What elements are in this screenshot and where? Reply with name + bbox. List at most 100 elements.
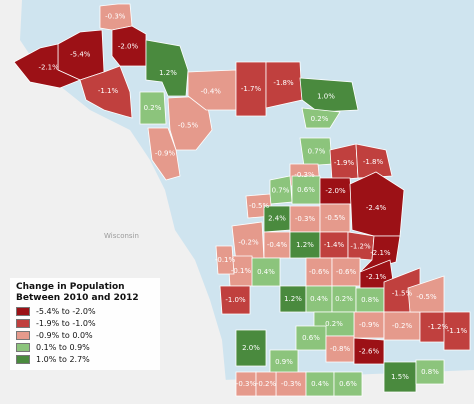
region-value-label: -2.1% [38,64,59,72]
region-value-label: 0.8% [421,368,439,376]
region-value-label: -0.1% [231,267,252,275]
region-value-label: -2.0% [325,187,346,195]
region-value-label: -1.0% [225,296,246,304]
region-value-label: -0.3% [281,380,302,388]
region-value-label: -0.6% [336,268,357,276]
region-value-label: -1.2% [350,243,371,251]
region-value-label: 0.6% [339,380,357,388]
region-value-label: -0.2% [238,239,259,247]
region-value-label: -0.3% [105,12,126,20]
region-value-label: -0.5% [249,202,270,210]
legend-swatch [16,355,30,364]
region-value-label: -1.9% [334,159,355,167]
region-value-label: 1.2% [296,241,314,249]
region-value-label: -2.6% [359,348,380,356]
region-l46 [255,371,277,397]
region-value-label: 1.5% [391,373,409,381]
region-value-label: -0.3% [294,171,315,179]
region-value-label: -2.0% [118,42,139,50]
county-regions [13,3,471,397]
region-value-label: -1.7% [241,85,262,93]
region-value-label: -0.9% [155,150,176,158]
region-u5 [79,65,133,119]
region-value-label: 0.4% [257,268,275,276]
region-value-label: 1.2% [284,295,302,303]
legend-label: 1.0% to 2.7% [36,355,90,364]
region-value-label: 0.4% [311,380,329,388]
legend-item: 1.0% to 2.7% [16,355,154,364]
region-value-label: -2.1% [366,273,387,281]
region-value-label: -1.4% [324,241,345,249]
region-value-label: 0.6% [302,334,320,342]
region-l4 [355,143,393,179]
region-l45 [333,371,363,397]
region-value-label: -0.2% [256,380,277,388]
region-value-label: 0.7% [272,187,290,195]
legend-swatch [16,319,30,328]
region-value-label: -1.8% [273,79,294,87]
legend-label: -5.4% to -2.0% [36,307,96,316]
legend-swatch [16,331,30,340]
legend-swatch [16,343,30,352]
region-value-label: 0.2% [335,295,353,303]
region-l33 [235,329,267,367]
legend-label: 0.1% to 0.9% [36,343,90,352]
region-value-label: -2.1% [370,249,391,257]
legend-title-line1: Change in Population [16,282,125,292]
region-value-label: -5.4% [70,51,91,59]
region-value-label: -1.1% [98,87,119,95]
region-value-label: 0.9% [275,358,293,366]
region-value-label: -0.5% [178,122,199,130]
region-value-label: 0.7% [308,148,326,156]
region-u6 [145,39,189,97]
region-value-label: -0.1% [215,256,236,264]
region-value-label: -0.8% [330,345,351,353]
region-value-label: -0.5% [325,214,346,222]
legend-title-line2: Between 2010 and 2012 [16,293,139,303]
legend: Change in Population Between 2010 and 20… [10,278,160,370]
neighbor-state-label: Wisconsin [104,232,139,240]
legend-item: 0.1% to 0.9% [16,343,154,352]
region-value-label: -1.1% [447,327,468,335]
legend-label: -1.9% to -1.0% [36,319,96,328]
region-l48 [443,311,471,351]
region-value-label: -0.4% [267,241,288,249]
region-value-label: -1.2% [428,323,449,331]
region-value-label: -0.3% [295,215,316,223]
region-l47 [215,245,235,275]
region-l41 [383,361,417,393]
region-u10 [187,69,237,111]
region-value-label: 1.0% [317,92,335,100]
legend-label: -0.9% to 0.0% [36,331,93,340]
region-l42 [415,359,445,385]
legend-item: -1.9% to -1.0% [16,319,154,328]
region-value-label: -1.8% [363,158,384,166]
region-value-label: -0.2% [392,322,413,330]
region-l24 [219,285,251,315]
region-value-label: 0.8% [361,296,379,304]
region-value-label: -0.9% [359,321,380,329]
region-u7 [139,91,167,125]
region-u2 [13,43,82,89]
region-value-label: 0.2% [325,320,343,328]
region-labels: -5.4% -2.1% -0.3% -2.0% -1.1% 1.2% 0.2% -0.5% -0… [38,12,467,388]
region-u13 [299,77,359,113]
legend-item: -0.9% to 0.0% [16,331,154,340]
region-value-label: 1.2% [159,69,177,77]
legend-item: -5.4% to -2.0% [16,307,154,316]
region-value-label: 2.0% [242,344,260,352]
region-value-label: -0.6% [309,268,330,276]
region-value-label: 0.6% [297,186,315,194]
region-value-label: -0.4% [201,88,222,96]
region-u9 [147,127,181,181]
region-value-label: 0.4% [310,295,328,303]
region-value-label: 0.2% [311,115,329,123]
region-u11 [235,61,267,117]
region-value-label: 0.2% [144,104,162,112]
region-value-label: -0.3% [236,380,257,388]
legend-swatch [16,307,30,316]
region-value-label: -1.5% [392,290,413,298]
region-value-label: -0.5% [416,293,437,301]
region-value-label: 2.4% [268,215,286,223]
region-value-label: -2.4% [366,204,387,212]
